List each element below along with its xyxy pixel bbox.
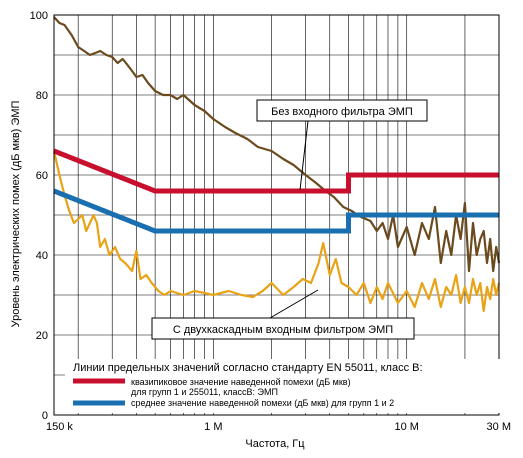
- limit-lines: [53, 148, 499, 234]
- y-tick-label: 40: [36, 250, 48, 262]
- annotation-with-filter-box: [151, 317, 415, 340]
- y-axis-label: Уровень электрических помех (дБ мкв) ЭМП: [10, 101, 22, 328]
- annotation-no-filter: Без входного фильтра ЭМП: [256, 99, 428, 191]
- annotation-with-filter-text: С двухкаскадным входным фильтром ЭМП: [173, 324, 393, 336]
- annotation-no-filter-box: [256, 99, 428, 122]
- series-with-filter-trace: [52, 150, 501, 313]
- y-tick-labels: 0 20 40 60 80 100: [30, 10, 48, 422]
- y-tick-label: 100: [30, 10, 48, 22]
- limit-line-average: [53, 188, 499, 234]
- annotation-with-filter-leader: [269, 289, 319, 319]
- annotation-with-filter: С двухкаскадным входным фильтром ЭМП: [151, 289, 415, 340]
- y-tick-label: 80: [36, 90, 48, 102]
- x-tick-label: 30 M: [487, 421, 511, 433]
- limit-line-quasi-peak: [53, 148, 499, 194]
- series-no-filter-trace: [53, 16, 501, 273]
- annotation-no-filter-text: Без входного фильтра ЭМП: [271, 106, 413, 118]
- y-tick-label: 20: [36, 330, 48, 342]
- x-tick-label: 10 M: [394, 421, 418, 433]
- legend-label-quasi-peak-line1: квазипиковое значение наведенной помехи …: [131, 377, 351, 387]
- legend-title: Линии предельных значений согласно станд…: [73, 362, 423, 374]
- legend: Линии предельных значений согласно станд…: [65, 359, 500, 413]
- measurement-series: [52, 16, 501, 313]
- y-tick-label: 60: [36, 170, 48, 182]
- x-axis-label: Частота, Гц: [245, 438, 305, 450]
- legend-label-quasi-peak-line2: для групп 1 и 255011, классВ: ЭМП: [131, 387, 278, 397]
- legend-background: [65, 359, 500, 413]
- x-tick-labels: 150 k 1 M 10 M 30 M: [46, 421, 511, 433]
- y-tick-label: 0: [42, 410, 48, 422]
- x-tick-label: 150 k: [46, 421, 73, 433]
- x-tick-label: 1 M: [204, 421, 222, 433]
- plot-frame: [53, 14, 500, 416]
- annotation-no-filter-leader: [299, 120, 309, 191]
- legend-label-average: среднее значение наведенной помехи (дБ м…: [131, 398, 394, 408]
